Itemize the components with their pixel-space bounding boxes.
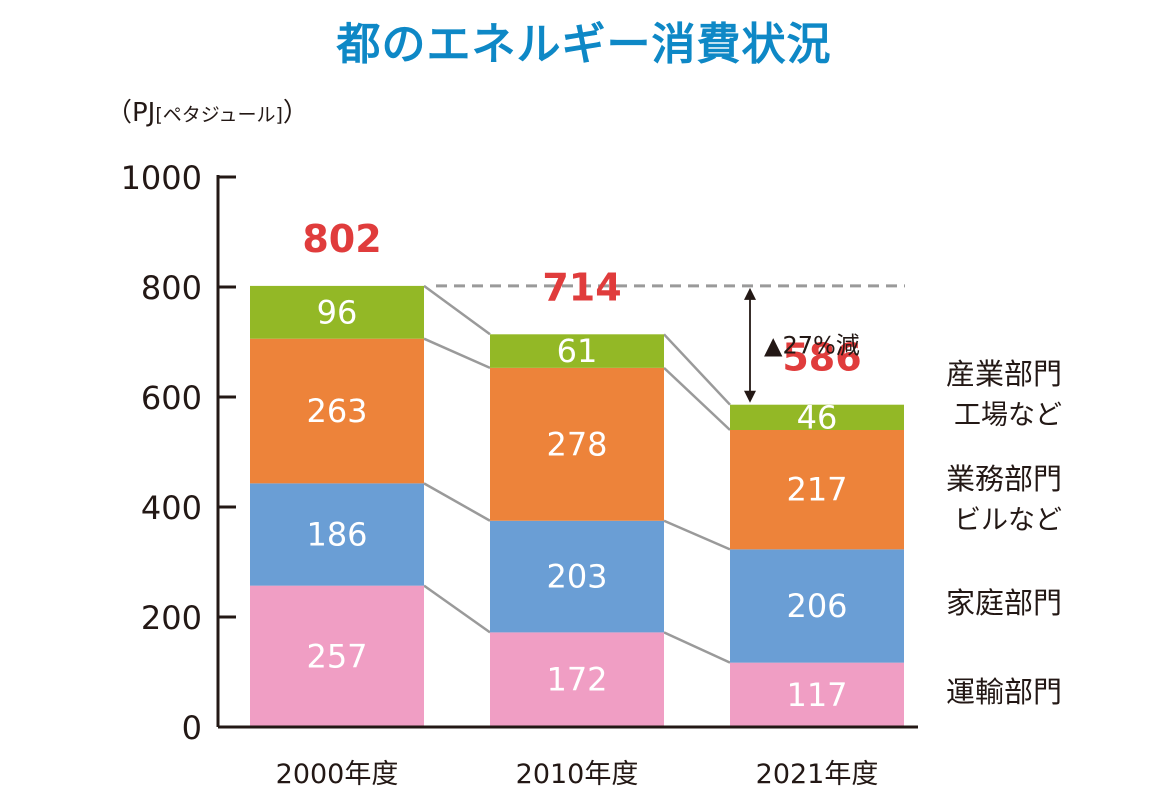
bar-segment-transport (250, 585, 424, 727)
y-tick-label: 1000 (121, 159, 202, 197)
legend-sub-label: 工場など (954, 400, 1062, 431)
segment-value-label: 263 (306, 392, 367, 430)
segment-value-label: 257 (306, 637, 367, 675)
unit-close: ） (282, 98, 309, 128)
total-value-label: 714 (542, 265, 621, 309)
arrow-up-icon (744, 287, 756, 300)
bar-segment-industry (730, 404, 904, 430)
y-tick-label: 600 (141, 379, 202, 417)
labels: 257 186 263 96 802 2000年度 172 203 278 61 714 2010年度… (276, 217, 879, 790)
total-value-label: 586 (782, 336, 861, 380)
connector-line (423, 337, 491, 369)
y-axis: 0 200 400 600 800 1000 (121, 159, 918, 747)
unit-main: （PJ (106, 98, 156, 128)
segment-value-label: 96 (317, 293, 358, 331)
bars (250, 285, 904, 727)
reduction-annotation: ▲27%減 (744, 287, 860, 403)
connector-line (423, 584, 491, 634)
segment-value-label: 217 (786, 471, 847, 509)
segment-value-label: 186 (306, 516, 367, 554)
segment-value-label: 203 (546, 558, 607, 596)
connector-lines (423, 284, 905, 664)
bar-segment-household (250, 483, 424, 586)
y-tick-label: 200 (141, 599, 202, 637)
y-tick-label: 400 (141, 489, 202, 527)
legend-label: 産業部門 (946, 357, 1062, 391)
bar-segment-household (730, 549, 904, 663)
segment-value-label: 117 (786, 676, 847, 714)
arrow-down-icon (744, 390, 756, 403)
bar-segment-transport (490, 632, 664, 727)
segment-value-label: 278 (546, 425, 607, 463)
bar-segment-business (730, 430, 904, 550)
bar-segment-business (490, 367, 664, 521)
legend-label: 業務部門 (946, 462, 1062, 496)
total-value-label: 802 (302, 217, 381, 261)
legend-sub-label: ビルなど (954, 505, 1062, 536)
segment-value-label: 172 (546, 661, 607, 699)
connector-line (423, 284, 491, 336)
category-label: 2021年度 (756, 759, 879, 790)
bar-segment-household (490, 520, 664, 633)
segment-value-label: 61 (557, 332, 598, 370)
connector-line (663, 519, 731, 551)
category-label: 2010年度 (516, 759, 639, 790)
segment-value-label: 46 (797, 398, 838, 436)
unit-label: （PJ[ペタジュール]） (106, 92, 309, 129)
bar-segment-business (250, 338, 424, 484)
bar-segment-industry (490, 334, 664, 368)
connector-line (423, 482, 491, 522)
y-tick-label: 800 (141, 269, 202, 307)
connector-line (663, 631, 731, 664)
unit-bracket: [ペタジュール] (155, 104, 283, 126)
legend-label: 運輸部門 (946, 675, 1062, 709)
bar-segment-industry (250, 285, 424, 339)
legend-label: 家庭部門 (946, 586, 1062, 620)
y-tick-label: 0 (182, 709, 202, 747)
connector-line (663, 366, 731, 431)
connector-line (663, 333, 731, 406)
chart-title: 都のエネルギー消費状況 (336, 19, 832, 70)
bar-segment-transport (730, 662, 904, 727)
reduction-label: ▲27%減 (764, 331, 860, 359)
category-label: 2000年度 (276, 759, 399, 790)
segment-value-label: 206 (786, 587, 847, 625)
